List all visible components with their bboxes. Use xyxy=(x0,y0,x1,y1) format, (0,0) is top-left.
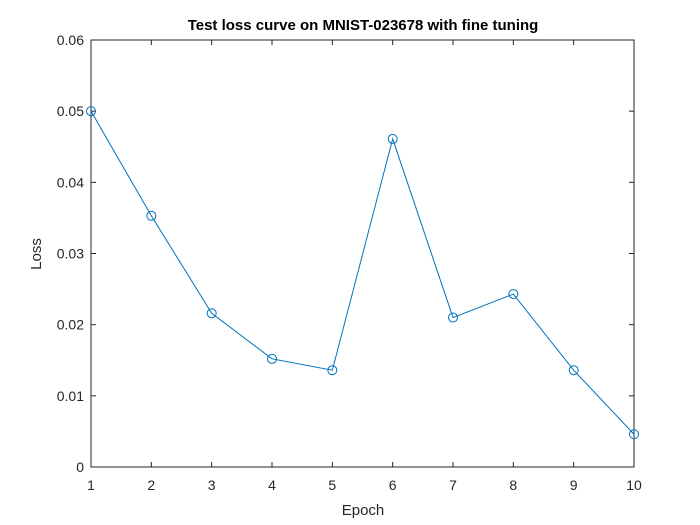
data-point-marker xyxy=(327,365,338,376)
data-point-marker xyxy=(267,353,277,364)
x-tick-label: 5 xyxy=(328,477,336,493)
data-point-marker xyxy=(508,289,519,300)
data-point-marker xyxy=(146,210,157,221)
x-tick-label: 10 xyxy=(626,477,642,493)
y-tick-label: 0.02 xyxy=(57,317,84,333)
data-point-marker xyxy=(387,133,398,144)
x-tick-label: 8 xyxy=(509,477,517,493)
x-tick-label: 2 xyxy=(147,477,155,493)
data-point-marker xyxy=(86,106,96,117)
x-tick-label: 3 xyxy=(208,477,216,493)
x-tick-label: 1 xyxy=(87,477,95,493)
y-axis-label: Loss xyxy=(28,238,45,270)
data-point-marker xyxy=(206,308,217,319)
x-tick-label: 6 xyxy=(389,477,397,493)
x-tick-label: 9 xyxy=(570,477,578,493)
axis-ticks xyxy=(90,39,635,468)
data-point-marker xyxy=(448,312,458,323)
series-layer xyxy=(86,106,639,440)
y-tick-label: 0 xyxy=(76,459,84,475)
x-tick-label: 4 xyxy=(268,477,276,493)
y-tick-label: 0.01 xyxy=(57,388,84,404)
data-point-marker xyxy=(568,365,579,376)
y-tick-label: 0.04 xyxy=(57,174,84,190)
y-tick-label: 0.03 xyxy=(57,246,84,262)
y-tick-label: 0.06 xyxy=(57,32,84,48)
data-point-marker xyxy=(629,429,639,440)
x-axis-label: Epoch xyxy=(342,502,385,519)
series-line xyxy=(90,110,635,435)
y-tick-label: 0.05 xyxy=(57,103,84,119)
axis-tick-labels: 1 2 3 4 5 6 7 8 9 10 0 0.01 0.02 0.03 0.04 0.05 0.06 xyxy=(57,32,642,493)
x-tick-label: 7 xyxy=(449,477,457,493)
chart-title: Test loss curve on MNIST-023678 with fin… xyxy=(188,17,539,34)
